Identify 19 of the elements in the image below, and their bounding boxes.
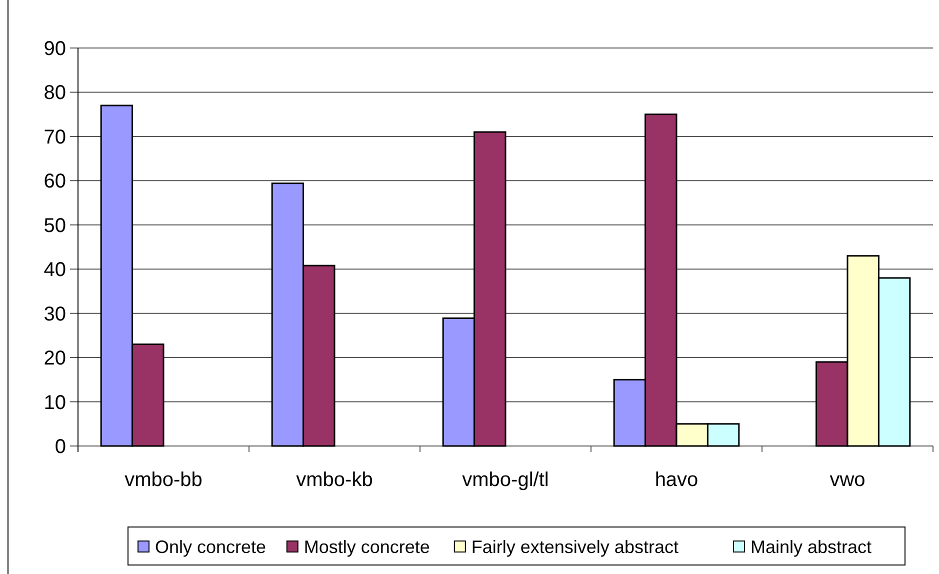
legend-label: Only concrete bbox=[155, 537, 266, 557]
y-tick-label: 0 bbox=[54, 436, 66, 458]
y-tick-label: 20 bbox=[44, 348, 66, 370]
x-tick-label: havo bbox=[654, 469, 698, 491]
legend-label: Mostly concrete bbox=[304, 537, 430, 557]
y-tick-label: 10 bbox=[44, 392, 66, 414]
y-tick-label: 40 bbox=[44, 259, 66, 282]
y-tick-label: 50 bbox=[44, 214, 66, 237]
legend-label: Mainly abstract bbox=[750, 537, 872, 557]
x-tick-label: vmbo-bb bbox=[124, 469, 202, 491]
y-tick-label: 30 bbox=[44, 303, 66, 326]
y-tick-label: 80 bbox=[44, 82, 66, 104]
x-tick-label: vmbo-kb bbox=[296, 469, 373, 491]
y-tick-label: 60 bbox=[44, 170, 66, 193]
y-tick-label: 90 bbox=[44, 38, 66, 60]
x-tick-label: vwo bbox=[830, 469, 866, 491]
legend-label: Fairly extensively abstract bbox=[471, 537, 678, 557]
y-tick-label: 70 bbox=[44, 126, 66, 148]
x-tick-label: vmbo-gl/tl bbox=[462, 469, 549, 491]
